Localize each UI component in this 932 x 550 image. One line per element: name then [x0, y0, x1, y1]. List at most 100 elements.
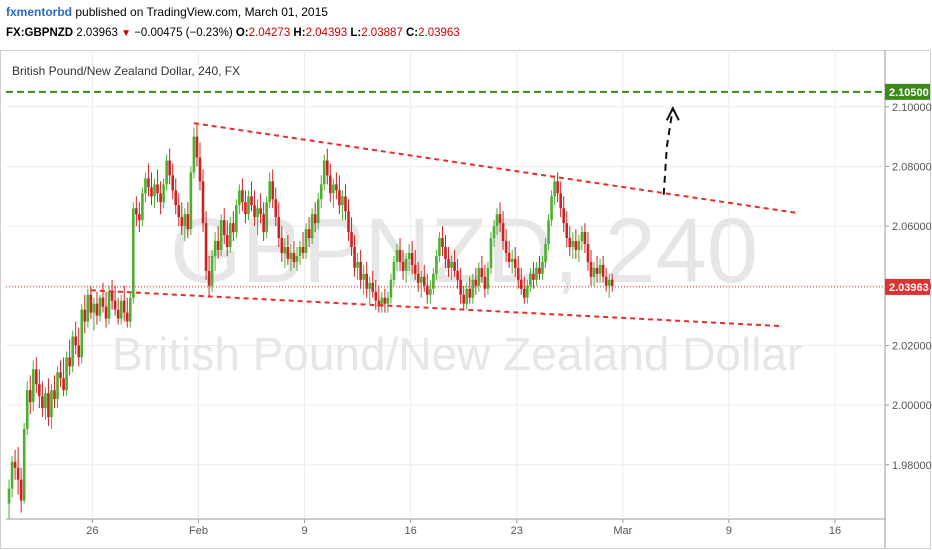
candle-body [574, 241, 578, 250]
projection-arrow[interactable] [662, 108, 674, 195]
candle [104, 291, 108, 328]
candle-body [523, 288, 526, 298]
candle [298, 241, 302, 265]
candle-body [541, 261, 544, 274]
candle-body [344, 196, 347, 212]
candle-body [186, 214, 190, 230]
candle-body [68, 357, 71, 367]
x-tick-label: 9 [726, 525, 732, 537]
candle-body [83, 309, 87, 322]
candle [283, 238, 287, 268]
candle-body [119, 300, 123, 319]
candle-body [16, 467, 20, 480]
low-label: L: [350, 27, 362, 39]
candle [507, 241, 511, 268]
candle [365, 261, 368, 298]
candle [150, 172, 153, 206]
candle [280, 226, 284, 262]
candle-body [265, 202, 268, 233]
candle [459, 267, 462, 304]
candle [577, 235, 581, 262]
price-change: −0.00475 (−0.23%) [134, 27, 233, 39]
candle-body [247, 196, 250, 215]
close-value: 2.03963 [418, 27, 460, 39]
candle-body [301, 247, 305, 253]
candle [195, 124, 199, 167]
candle-body [80, 309, 84, 358]
candle-body [504, 241, 508, 253]
high-value: 2.04393 [305, 27, 348, 39]
close-label: C: [405, 27, 419, 39]
candle-body [453, 261, 456, 271]
x-tick-label: Mar [613, 525, 632, 537]
trendline-upper[interactable] [193, 122, 796, 214]
candle [362, 264, 365, 295]
candle [504, 229, 508, 262]
candle [53, 375, 56, 409]
candle-body [401, 261, 405, 271]
candle [383, 288, 387, 313]
candle [568, 226, 572, 256]
candle [501, 211, 505, 250]
candle [604, 267, 608, 292]
candle-body [132, 208, 135, 298]
candle [513, 247, 517, 277]
candle-body [253, 205, 256, 218]
x-tick-label: Feb [189, 525, 208, 537]
candle [380, 291, 384, 313]
candle [262, 202, 265, 242]
candle [135, 196, 138, 227]
candle [219, 214, 223, 256]
candle [147, 163, 150, 197]
candle [356, 252, 359, 280]
candle-body [116, 309, 120, 319]
candle [44, 387, 47, 421]
candle-body [359, 261, 362, 280]
candle-body [586, 244, 590, 262]
candle-body [274, 199, 278, 218]
drawings [6, 90, 885, 328]
candle [610, 273, 614, 292]
candle-body [410, 252, 414, 265]
candle-body [192, 136, 196, 173]
candle [344, 184, 347, 221]
candle [198, 142, 202, 191]
trendline-lower[interactable] [90, 289, 781, 328]
candle-body [156, 184, 159, 194]
candle [241, 178, 244, 212]
candle [392, 255, 396, 286]
candle-body [465, 288, 469, 304]
candle [122, 285, 126, 322]
time-axis[interactable]: 26 Feb 9 16 23 Mar 9 16 [86, 519, 841, 537]
candle-body [262, 214, 265, 233]
candle-body [510, 258, 514, 262]
candle-body [329, 175, 332, 194]
candle [307, 217, 311, 248]
y-tick-label: 2.00000 [892, 400, 932, 412]
author-link[interactable]: fxmentorbd [6, 5, 72, 19]
candle [426, 273, 429, 304]
candle [483, 264, 487, 298]
candle [404, 252, 408, 283]
x-tick-label: 16 [405, 525, 417, 537]
candle-body [225, 235, 229, 248]
candle [438, 232, 441, 262]
candle [486, 261, 490, 295]
candle [295, 247, 299, 271]
candle [359, 249, 362, 289]
candle-body [268, 181, 271, 203]
candle [368, 276, 372, 304]
candle-body [444, 247, 447, 259]
candle [207, 255, 211, 298]
candle [238, 184, 241, 215]
candle-body [544, 244, 547, 262]
candle-body [501, 223, 505, 242]
x-tick-label: 16 [829, 525, 841, 537]
candle-body [213, 241, 217, 256]
candle [556, 172, 559, 203]
candle [386, 291, 390, 313]
candle [153, 178, 156, 209]
current-price-label-bg [885, 278, 930, 295]
